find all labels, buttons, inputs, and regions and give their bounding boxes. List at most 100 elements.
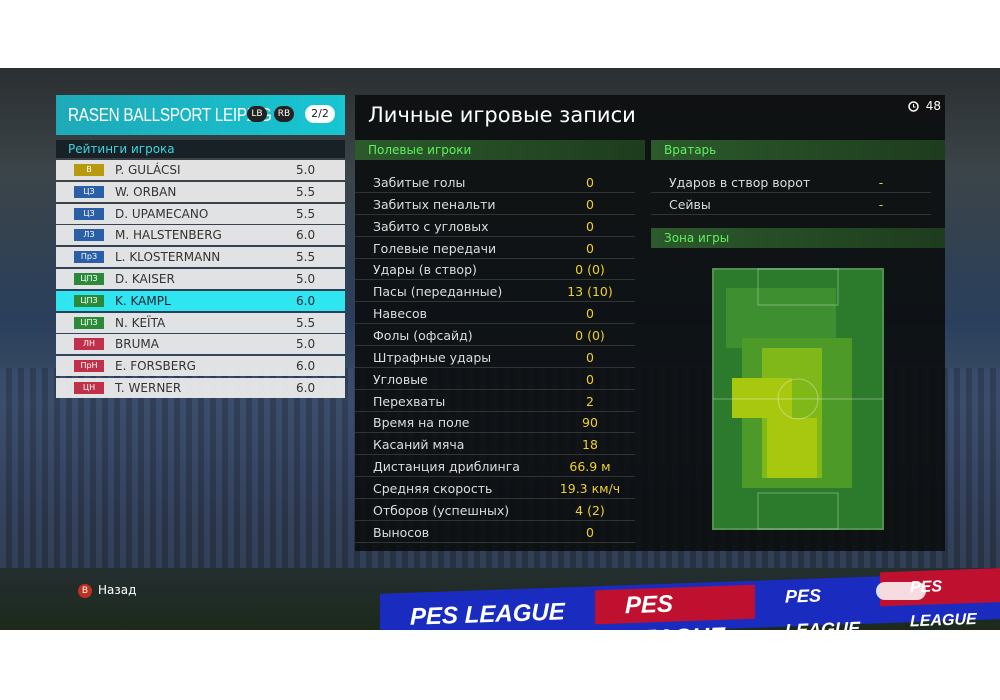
player-row[interactable]: ПрН E. FORSBERG 6.0	[56, 356, 345, 377]
player-name: M. HALSTENBERG	[115, 228, 222, 243]
game-screen: PES LEAGUE PES LEAGUE PES LEAGUE PES LEA…	[0, 68, 1000, 630]
player-rating: 5.5	[296, 315, 316, 330]
stat-row: Ударов в створ ворот -	[651, 172, 931, 193]
player-row[interactable]: ЦН T. WERNER 6.0	[56, 378, 345, 398]
player-rating: 5.5	[296, 250, 316, 265]
ad-text: PES LEAGUE	[785, 585, 861, 630]
stat-value: 13 (10)	[567, 284, 613, 300]
stat-value: 2	[586, 393, 594, 409]
player-row[interactable]: ПрЗ L. KLOSTERMANN 5.5	[56, 247, 345, 268]
stat-value: 18	[582, 437, 598, 453]
position-badge: ЦЗ	[74, 185, 104, 198]
stat-row: Навесов 0	[355, 303, 635, 325]
player-rating: 6.0	[296, 293, 316, 308]
stat-value: 0	[586, 218, 594, 234]
stat-row: Перехваты 2	[355, 391, 635, 412]
stat-label: Касаний мяча	[373, 437, 465, 453]
stat-label: Удары (в створ)	[373, 262, 477, 278]
stat-label: Голевые передачи	[373, 240, 497, 256]
position-badge: ПрЗ	[74, 251, 104, 264]
player-rating: 6.0	[296, 359, 316, 374]
stat-value: -	[878, 196, 884, 212]
stat-value: 0	[586, 175, 594, 190]
team-name: RASEN BALLSPORT LEIPZIG	[68, 105, 272, 125]
key-icon: B	[78, 584, 92, 598]
stat-row: Голевые передачи 0	[355, 238, 635, 259]
stat-value: 90	[582, 415, 598, 431]
stat-label: Угловые	[373, 371, 428, 387]
player-name: T. WERNER	[115, 381, 182, 395]
stat-label: Перехваты	[373, 393, 446, 409]
player-rating: 5.0	[296, 272, 316, 286]
stat-value: 0	[586, 371, 594, 387]
stat-value: 0	[586, 524, 594, 540]
player-rating: 5.0	[296, 163, 316, 177]
position-badge: ПрН	[74, 360, 104, 373]
stat-row: Забитые голы 0	[355, 172, 635, 193]
player-name: N. KEÏTA	[115, 315, 166, 330]
stat-label: Забито с угловых	[373, 218, 489, 234]
stat-row: Время на поле 90	[355, 412, 635, 434]
stat-label: Забитые голы	[373, 175, 466, 190]
back-button[interactable]: Назад	[98, 583, 137, 597]
stat-value: 66.9 м	[569, 459, 611, 475]
stat-row: Пасы (переданные) 13 (10)	[355, 281, 635, 303]
player-name: BRUMA	[115, 337, 159, 352]
stat-row: Сейвы -	[651, 194, 931, 215]
stat-value: 0	[586, 240, 594, 256]
stat-label: Средняя скорость	[373, 480, 493, 496]
stat-row: Удары (в створ) 0 (0)	[355, 259, 635, 281]
heatmap	[712, 268, 884, 530]
stat-row: Штрафные удары 0	[355, 347, 635, 368]
stat-row: Забитых пенальти 0	[355, 194, 635, 215]
records-title: Личные игровые записи	[368, 103, 636, 127]
player-row[interactable]: В P. GULÁCSI 5.0	[56, 160, 345, 180]
ratings-title: Рейтинги игрока	[56, 140, 345, 158]
player-row[interactable]: ЦПЗ N. KEÏTA 5.5	[56, 312, 345, 333]
stat-row: Дистанция дриблинга 66.9 м	[355, 456, 635, 478]
chat-icons[interactable]	[876, 582, 926, 600]
player-row[interactable]: ЦЗ D. UPAMECANO 5.5	[56, 203, 345, 224]
player-row[interactable]: ЛЗ M. HALSTENBERG 6.0	[56, 225, 345, 246]
position-badge: ЦПЗ	[74, 316, 104, 329]
position-badge: ЦН	[74, 382, 104, 394]
stat-value: 19.3 км/ч	[559, 480, 621, 496]
player-row[interactable]: ЦПЗ D. KAISER 5.0	[56, 269, 345, 289]
timer: 48	[905, 95, 945, 118]
player-rating: 5.5	[296, 206, 316, 221]
player-row[interactable]: ЛН BRUMA 5.0	[56, 334, 345, 355]
player-name: D. KAISER	[115, 272, 175, 286]
stat-value: 0	[586, 349, 594, 365]
records-panel: Личные игровые записи 48 Полевые игроки …	[355, 95, 945, 551]
player-name: D. UPAMECANO	[115, 206, 209, 221]
ad-board: PES LEAGUE PES LEAGUE PES LEAGUE PES LEA…	[380, 568, 1000, 630]
badge: RB	[274, 106, 294, 122]
stat-label: Сейвы	[669, 196, 711, 212]
position-badge: ЦПЗ	[74, 294, 104, 307]
section-header: Вратарь	[651, 140, 945, 160]
ad-text: PES LEAGUE	[410, 598, 565, 630]
stat-row: Средняя скорость 19.3 км/ч	[355, 478, 635, 499]
position-badge: ЛЗ	[74, 229, 104, 242]
stat-label: Ударов в створ ворот	[669, 175, 811, 190]
player-row[interactable]: ЦПЗ K. KAMPL 6.0	[56, 290, 345, 311]
stat-row: Забито с угловых 0	[355, 216, 635, 237]
stat-label: Выносов	[373, 524, 430, 540]
player-rating: 5.0	[296, 337, 316, 352]
ad-text: PES LEAGUE	[595, 584, 755, 630]
badge: LB	[247, 106, 267, 122]
page-indicator[interactable]: 2/2	[305, 105, 335, 123]
stat-value: 4 (2)	[575, 502, 605, 518]
player-name: K. KAMPL	[115, 293, 171, 308]
stat-label: Фолы (офсайд)	[373, 327, 473, 343]
stat-value: 0 (0)	[575, 262, 605, 278]
stat-label: Пасы (переданные)	[373, 284, 503, 300]
player-name: E. FORSBERG	[115, 359, 196, 374]
stat-label: Забитых пенальти	[373, 196, 496, 212]
stat-label: Навесов	[373, 306, 428, 322]
stat-label: Дистанция дриблинга	[373, 459, 520, 475]
stat-row: Касаний мяча 18	[355, 434, 635, 456]
player-row[interactable]: ЦЗ W. ORBAN 5.5	[56, 181, 345, 202]
player-name: W. ORBAN	[115, 184, 177, 199]
